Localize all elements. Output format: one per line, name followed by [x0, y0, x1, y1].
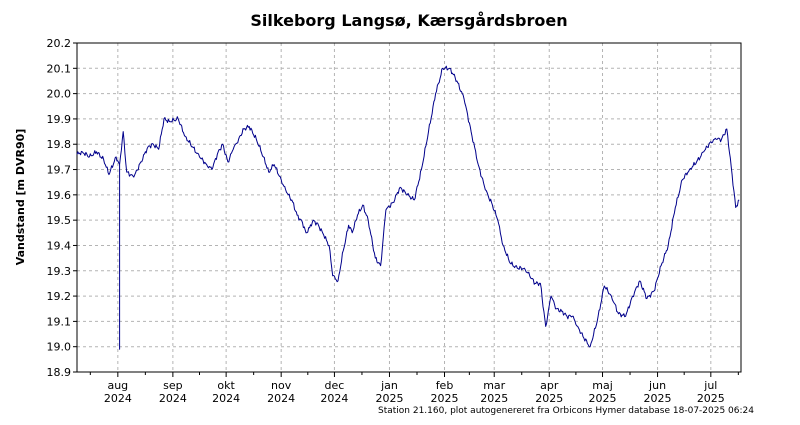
chart-title: Silkeborg Langsø, Kærsgårdsbroen: [250, 11, 567, 30]
x-tick-label-year: 2024: [212, 392, 240, 405]
x-tick-label-month: aug: [107, 379, 128, 392]
y-tick-label: 19.9: [47, 113, 72, 126]
y-tick-label: 20.1: [47, 62, 72, 75]
y-tick-label: 19.8: [47, 138, 72, 151]
y-tick-label: 19.1: [47, 315, 72, 328]
grid-lines: [77, 43, 741, 372]
x-tick-label-month: nov: [271, 379, 292, 392]
y-tick-label: 20.2: [47, 37, 72, 50]
x-tick-label-year: 2025: [375, 392, 403, 405]
series-layer: [76, 65, 740, 350]
y-tick-label: 19.0: [47, 341, 72, 354]
x-tick-label-year: 2025: [644, 392, 672, 405]
x-tick-label-month: mar: [483, 379, 505, 392]
x-axis-ticks: aug2024sep2024okt2024nov2024dec2024jan20…: [89, 372, 739, 405]
x-tick-label-month: jun: [648, 379, 666, 392]
x-tick-label-month: feb: [436, 379, 454, 392]
footer-note: Station 21.160, plot autogenereret fra O…: [378, 406, 754, 416]
series-line: [76, 65, 740, 350]
y-tick-label: 19.4: [47, 239, 72, 252]
x-tick-label-month: jan: [380, 379, 398, 392]
y-tick-label: 20.0: [47, 88, 72, 101]
x-tick-label-year: 2024: [320, 392, 348, 405]
y-tick-label: 19.3: [47, 265, 72, 278]
y-tick-label: 19.5: [47, 214, 72, 227]
x-tick-label-month: okt: [217, 379, 235, 392]
x-tick-label-year: 2025: [431, 392, 459, 405]
x-tick-label-month: apr: [540, 379, 559, 392]
y-axis-label: Vandstand [m DVR90]: [14, 129, 27, 266]
plot-frame: [76, 42, 742, 373]
x-tick-label-month: jul: [703, 379, 717, 392]
x-tick-label-year: 2025: [480, 392, 508, 405]
x-tick-label-month: maj: [592, 379, 613, 392]
x-tick-label-year: 2025: [589, 392, 617, 405]
y-axis-ticks: 18.9 19.0 19.1 19.2 19.3 19.4 19.5 19.6 19.7 19.8…: [47, 37, 77, 379]
y-tick-label: 18.9: [47, 366, 72, 379]
x-tick-label-year: 2025: [697, 392, 725, 405]
x-tick-label-month: dec: [325, 379, 345, 392]
y-tick-label: 19.6: [47, 189, 72, 202]
y-tick-label: 19.2: [47, 290, 72, 303]
x-tick-label-year: 2024: [159, 392, 187, 405]
x-tick-label-year: 2025: [535, 392, 563, 405]
x-tick-label-month: sep: [163, 379, 182, 392]
y-tick-label: 19.7: [47, 164, 72, 177]
x-tick-label-year: 2024: [104, 392, 132, 405]
x-tick-label-year: 2024: [267, 392, 295, 405]
